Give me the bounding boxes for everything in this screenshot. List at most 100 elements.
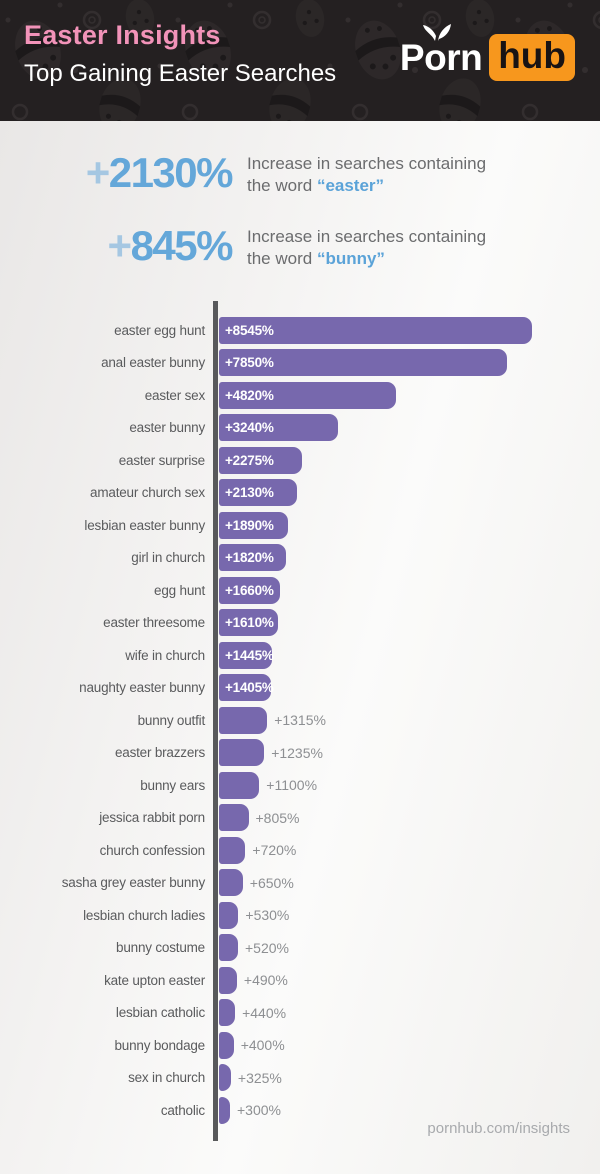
- bar-row: jessica rabbit porn +805%: [0, 802, 600, 835]
- bar-value-label: +1445%: [225, 647, 274, 663]
- bar: [219, 1031, 234, 1059]
- bar-value-label: +1820%: [225, 550, 274, 566]
- footer-url: pornhub.com/insights: [427, 1120, 570, 1137]
- bar-row: lesbian catholic +440%: [0, 997, 600, 1030]
- bar-value-label: +720%: [252, 842, 297, 859]
- bar-category-label: easter brazzers: [114, 745, 205, 761]
- bar: [219, 706, 268, 734]
- bar-row: amateur church sex +2130%: [0, 477, 600, 510]
- bar-value-label: +440%: [242, 1004, 287, 1021]
- bar: [219, 934, 238, 962]
- stat-bunny-value: +845%: [107, 222, 234, 269]
- bar-value-label: +1610%: [225, 615, 274, 631]
- bar-row: lesbian easter bunny +1890%: [0, 509, 600, 542]
- bar-category-label: jessica rabbit porn: [99, 810, 205, 826]
- bar-row: kate upton easter +490%: [0, 964, 600, 997]
- stat-easter: +2130% Increase in searches containing t…: [0, 151, 600, 197]
- bar: [219, 966, 237, 994]
- chart-axis-line: [213, 301, 218, 1141]
- bar-row: bunny ears +1100%: [0, 769, 600, 802]
- stat-easter-value: +2130%: [85, 149, 234, 196]
- bar-row: girl in church +1820%: [0, 542, 600, 575]
- bar-category-label: easter bunny: [129, 420, 205, 436]
- bar: +8545%: [219, 316, 532, 344]
- keyword-easter: “easter”: [316, 176, 385, 195]
- bar: +1405%: [219, 674, 274, 702]
- bar: [219, 1096, 230, 1124]
- bar-category-label: amateur church sex: [90, 485, 205, 501]
- bar-value-label: +8545%: [225, 322, 274, 338]
- bar-value-label: +530%: [245, 907, 290, 924]
- bar: +7850%: [219, 349, 507, 377]
- bar: +4820%: [219, 381, 396, 409]
- bar-category-label: wife in church: [125, 647, 205, 663]
- bar-category-label: sex in church: [128, 1070, 205, 1086]
- bar: +1660%: [219, 576, 280, 604]
- bar-row: sasha grey easter bunny +650%: [0, 867, 600, 900]
- bar-row: bunny bondage +400%: [0, 1029, 600, 1062]
- bar-category-label: easter threesome: [103, 615, 205, 631]
- bar-category-label: anal easter bunny: [101, 355, 205, 371]
- infographic-body: +2130% Increase in searches containing t…: [0, 121, 600, 1174]
- bar-value-label: +490%: [243, 972, 288, 989]
- keyword-bunny: “bunny”: [316, 249, 385, 268]
- bar-row: naughty easter bunny +1405%: [0, 672, 600, 705]
- bar: +1610%: [219, 609, 278, 637]
- bar-value-label: +2130%: [225, 485, 274, 501]
- bar-row: easter surprise +2275%: [0, 444, 600, 477]
- page-subtitle: Top Gaining Easter Searches: [24, 60, 337, 87]
- bar: [219, 836, 246, 864]
- bar-value-label: +2275%: [225, 452, 274, 468]
- bar-value-label: +1315%: [274, 712, 326, 729]
- bar-category-label: lesbian catholic: [115, 1005, 205, 1021]
- bar-value-label: +1405%: [225, 680, 274, 696]
- bar: [219, 901, 239, 929]
- bunny-ears-icon: [423, 23, 452, 41]
- bar-category-label: church confession: [99, 842, 206, 858]
- stat-bunny-description: Increase in searches containing the word…: [247, 227, 487, 268]
- bar: [219, 804, 249, 832]
- bar-category-label: egg hunt: [154, 582, 205, 598]
- bar-row: easter sex +4820%: [0, 379, 600, 412]
- bar-category-label: bunny bondage: [114, 1037, 206, 1053]
- bar-category-label: bunny costume: [116, 940, 205, 956]
- bar-category-label: easter egg hunt: [114, 322, 205, 338]
- bar-value-label: +7850%: [225, 355, 274, 371]
- bar-row: easter threesome +1610%: [0, 607, 600, 640]
- bar-category-label: catholic: [160, 1102, 205, 1118]
- bar: [219, 1064, 231, 1092]
- bar: +2275%: [219, 446, 303, 474]
- bar-row: bunny costume +520%: [0, 932, 600, 965]
- plus-sign: +: [107, 222, 133, 269]
- bar-category-label: naughty easter bunny: [79, 680, 205, 696]
- header-banner: Easter Insights Top Gaining Easter Searc…: [0, 0, 600, 121]
- stat-bunny: +845% Increase in searches containing th…: [0, 224, 600, 270]
- bar-value-label: +1890%: [225, 517, 274, 533]
- bar-value-label: +3240%: [225, 420, 274, 436]
- bar: +2130%: [219, 479, 297, 507]
- bar-value-label: +300%: [237, 1102, 281, 1119]
- bar-row: easter egg hunt +8545%: [0, 314, 600, 347]
- bar-category-label: girl in church: [131, 550, 205, 566]
- stats-section: +2130% Increase in searches containing t…: [0, 151, 600, 297]
- bar-category-label: bunny outfit: [137, 712, 206, 728]
- page-title: Easter Insights: [24, 20, 221, 50]
- bar-row: church confession +720%: [0, 834, 600, 867]
- bar: [219, 739, 265, 767]
- logo-hub-badge: hub: [489, 34, 575, 81]
- bar-chart: easter egg hunt +8545% anal easter bunny +7…: [0, 301, 600, 1174]
- bar-category-label: sasha grey easter bunny: [61, 875, 205, 891]
- bar-row: bunny outfit +1315%: [0, 704, 600, 737]
- bar-category-label: lesbian easter bunny: [84, 517, 205, 533]
- bar-value-label: +325%: [237, 1069, 282, 1086]
- bar-category-label: bunny ears: [140, 777, 205, 793]
- bar-value-label: +400%: [240, 1037, 285, 1054]
- bar: [219, 999, 236, 1027]
- bar-category-label: lesbian church ladies: [83, 907, 205, 923]
- bar-category-label: kate upton easter: [104, 972, 205, 988]
- bar-row: sex in church +325%: [0, 1062, 600, 1095]
- bar-row: anal easter bunny +7850%: [0, 347, 600, 380]
- bar: [219, 869, 243, 897]
